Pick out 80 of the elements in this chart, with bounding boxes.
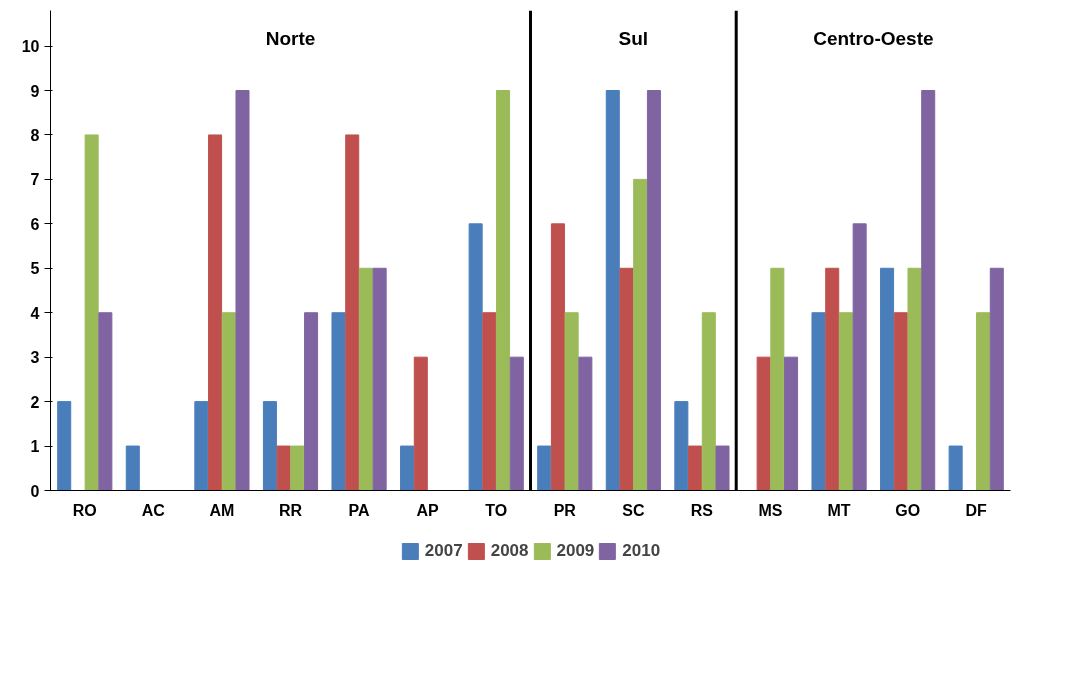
bar	[688, 445, 703, 491]
bar	[811, 312, 826, 491]
bar	[194, 401, 209, 491]
bar	[125, 445, 140, 491]
y-tick-label: 0	[30, 482, 40, 500]
bar	[468, 223, 483, 491]
y-tick-label: 9	[30, 82, 40, 100]
bar	[84, 134, 99, 491]
bar	[358, 267, 373, 491]
bar	[715, 445, 730, 491]
bar	[838, 312, 853, 491]
x-tick-label: RS	[690, 501, 714, 519]
bar	[674, 401, 689, 491]
x-tick-label: PA	[348, 501, 371, 519]
bar	[400, 445, 415, 491]
bar	[57, 401, 72, 491]
bar	[537, 445, 552, 491]
y-tick-label: 10	[21, 38, 40, 56]
bar	[482, 312, 497, 491]
bar	[619, 267, 634, 491]
bar	[770, 267, 785, 491]
bar	[989, 267, 1004, 491]
bar	[880, 267, 895, 491]
annotation: Norte	[265, 28, 316, 49]
x-tick-label: MT	[827, 501, 851, 519]
bar	[331, 312, 346, 491]
x-tick-label: DF	[965, 501, 988, 519]
x-tick-label: PR	[553, 501, 577, 519]
y-tick-label: 7	[30, 171, 40, 189]
y-tick-label: 1	[30, 438, 40, 456]
x-tick-label: TO	[485, 501, 508, 519]
x-tick-label: GO	[895, 501, 921, 519]
bar	[221, 312, 236, 491]
y-tick-label: 6	[30, 215, 40, 233]
bar	[345, 134, 360, 491]
bar	[578, 356, 593, 491]
bar	[290, 445, 305, 491]
legend-label: 2010	[622, 541, 661, 561]
x-tick-label: RO	[72, 501, 97, 519]
bar	[372, 267, 387, 491]
bar	[701, 312, 716, 491]
x-tick-label: SC	[622, 501, 645, 519]
bar	[784, 356, 799, 491]
bar	[98, 312, 113, 491]
x-tick-label: MS	[758, 501, 783, 519]
bar	[509, 356, 524, 491]
y-tick-label: 5	[30, 260, 40, 278]
x-tick-label: AM	[209, 501, 235, 519]
legend-label: 2008	[490, 541, 529, 561]
bar	[550, 223, 565, 491]
bar	[208, 134, 223, 491]
x-tick-label: RR	[278, 501, 303, 519]
annotation: Sul	[618, 28, 649, 49]
bar	[756, 356, 771, 491]
bar	[893, 312, 908, 491]
annotation: Centro-Oeste	[813, 28, 934, 49]
bar	[948, 445, 963, 491]
bar	[304, 312, 319, 491]
y-tick-label: 8	[30, 126, 40, 144]
bar	[633, 178, 648, 491]
bar	[825, 267, 840, 491]
bar	[852, 223, 867, 491]
y-tick-label: 4	[30, 304, 40, 322]
x-tick-label: AC	[141, 501, 166, 519]
y-tick-label: 3	[30, 349, 40, 367]
bar	[921, 90, 936, 491]
legend-label: 2009	[556, 541, 595, 561]
bar	[276, 445, 291, 491]
bar	[496, 90, 511, 491]
y-tick-label: 2	[30, 393, 40, 411]
bar	[907, 267, 922, 491]
bar	[605, 90, 620, 491]
bar	[413, 356, 428, 491]
bar	[262, 401, 277, 491]
bar	[646, 90, 661, 491]
x-tick-label: AP	[416, 501, 440, 519]
bar	[564, 312, 579, 491]
legend-label: 2007	[424, 541, 463, 561]
bar	[235, 90, 250, 491]
bar	[976, 312, 991, 491]
